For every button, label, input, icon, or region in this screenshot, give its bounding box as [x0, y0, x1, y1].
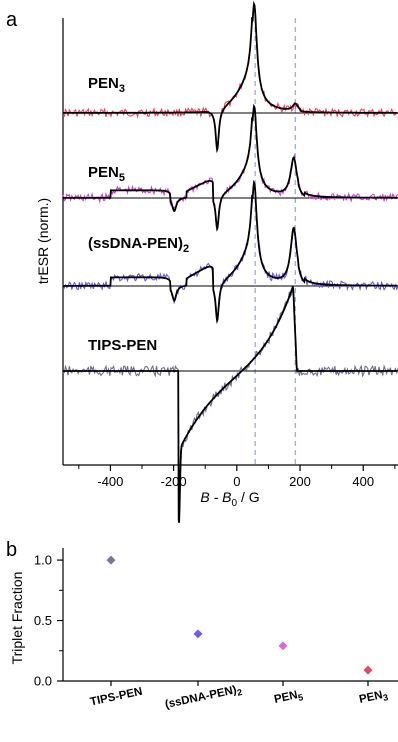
panel-a-y-label: trESR (norm.) [35, 198, 51, 284]
trace-3: TIPS-PEN [62, 285, 398, 523]
trace-1: PEN5 [62, 103, 398, 232]
trace-label: PEN3 [88, 75, 125, 95]
x-tick-label: 400 [352, 474, 374, 489]
trace-label: PEN5 [88, 164, 125, 184]
panel-a-plot: PEN3 PEN5 (ssDNA-PEN)2 TIPS-PEN -400 -200 0 20… [62, 0, 398, 523]
trace-0: PEN3 [62, 0, 398, 154]
panel-b-y-ticks: 0.0 0.5 1.0 [34, 553, 63, 689]
data-point [106, 555, 116, 565]
panel-b-letter: b [6, 539, 17, 561]
trace-label: TIPS-PEN [88, 337, 157, 354]
y-tick-label: 1.0 [34, 553, 52, 568]
reference-lines [254, 18, 296, 465]
trace-fit-line [63, 286, 398, 523]
panel-b-plot: 0.0 0.5 1.0 TIPS-PEN (ssDNA-PEN)2 PEN5 PEN3 [34, 548, 398, 713]
y-tick-label: 0.0 [34, 674, 52, 689]
x-tick-label: 0 [233, 474, 240, 489]
trace-2: (ssDNA-PEN)2 [62, 179, 398, 324]
panel-b-y-label: Triplet Fraction [9, 572, 25, 665]
y-tick-label: 0.5 [34, 613, 52, 628]
x-tick-label: -400 [97, 474, 123, 489]
x-tick-label: 200 [289, 474, 311, 489]
panel-b-categories: TIPS-PEN (ssDNA-PEN)2 PEN5 PEN3 [89, 681, 389, 713]
category-label: TIPS-PEN [89, 686, 143, 709]
panel-a-letter: a [6, 9, 18, 31]
traces: PEN3 PEN5 (ssDNA-PEN)2 TIPS-PEN [62, 0, 398, 523]
category-label: PEN3 [358, 688, 389, 708]
panel-a-x-label: B - B0 / G [200, 489, 259, 509]
category-label: (ssDNA-PEN)2 [164, 683, 243, 713]
trace-fit-line [63, 0, 398, 154]
category-label: PEN5 [273, 688, 304, 708]
data-point [363, 665, 373, 675]
x-tick-label: -200 [161, 474, 187, 489]
panel-a-x-ticks: -400 -200 0 200 400 [78, 465, 396, 489]
data-point [193, 629, 203, 639]
trace-label: (ssDNA-PEN)2 [88, 235, 189, 255]
data-point [278, 641, 288, 651]
trace-data-line [62, 182, 398, 323]
trace-fit-line [63, 179, 398, 324]
trace-fit-line [63, 103, 398, 232]
panel-b-points [106, 555, 373, 675]
